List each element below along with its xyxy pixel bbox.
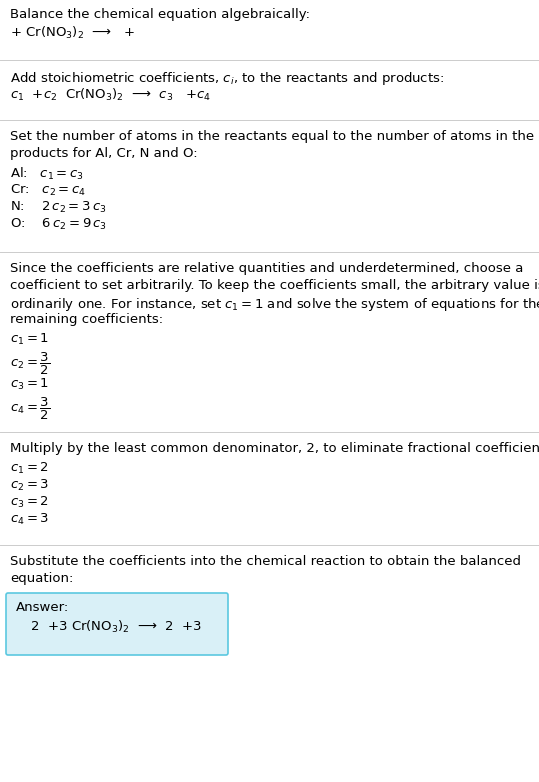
Text: products for Al, Cr, N and O:: products for Al, Cr, N and O: xyxy=(10,147,198,160)
Text: coefficient to set arbitrarily. To keep the coefficients small, the arbitrary va: coefficient to set arbitrarily. To keep … xyxy=(10,279,539,292)
FancyBboxPatch shape xyxy=(6,593,228,655)
Text: $c_4 = \dfrac{3}{2}$: $c_4 = \dfrac{3}{2}$ xyxy=(10,396,50,422)
Text: N:    $2\,c_2 = 3\,c_3$: N: $2\,c_2 = 3\,c_3$ xyxy=(10,200,107,215)
Text: $c_2 = 3$: $c_2 = 3$ xyxy=(10,478,49,493)
Text: $c_1 = 2$: $c_1 = 2$ xyxy=(10,461,49,476)
Text: equation:: equation: xyxy=(10,572,73,585)
Text: $c_3 = 1$: $c_3 = 1$ xyxy=(10,377,49,392)
Text: Substitute the coefficients into the chemical reaction to obtain the balanced: Substitute the coefficients into the che… xyxy=(10,555,521,568)
Text: $c_1 = 1$: $c_1 = 1$ xyxy=(10,332,49,347)
Text: Since the coefficients are relative quantities and underdetermined, choose a: Since the coefficients are relative quan… xyxy=(10,262,523,275)
Text: O:    $6\,c_2 = 9\,c_3$: O: $6\,c_2 = 9\,c_3$ xyxy=(10,217,107,232)
Text: remaining coefficients:: remaining coefficients: xyxy=(10,313,163,326)
Text: $c_1$  +$c_2$  Cr(NO$_3$)$_2$  ⟶  $c_3$   +$c_4$: $c_1$ +$c_2$ Cr(NO$_3$)$_2$ ⟶ $c_3$ +$c_… xyxy=(10,87,211,103)
Text: Multiply by the least common denominator, 2, to eliminate fractional coefficient: Multiply by the least common denominator… xyxy=(10,442,539,455)
Text: Balance the chemical equation algebraically:: Balance the chemical equation algebraica… xyxy=(10,8,310,21)
Text: ordinarily one. For instance, set $c_1 = 1$ and solve the system of equations fo: ordinarily one. For instance, set $c_1 =… xyxy=(10,296,539,313)
Text: $c_2 = \dfrac{3}{2}$: $c_2 = \dfrac{3}{2}$ xyxy=(10,351,50,377)
Text: Answer:: Answer: xyxy=(16,601,69,614)
Text: Al:   $c_1 = c_3$: Al: $c_1 = c_3$ xyxy=(10,166,84,182)
Text: 2  +3 Cr(NO$_3$)$_2$  ⟶  2  +3: 2 +3 Cr(NO$_3$)$_2$ ⟶ 2 +3 xyxy=(22,619,202,635)
Text: Cr:   $c_2 = c_4$: Cr: $c_2 = c_4$ xyxy=(10,183,86,198)
Text: + Cr(NO$_3$)$_2$  ⟶   +: + Cr(NO$_3$)$_2$ ⟶ + xyxy=(10,25,135,41)
Text: $c_4 = 3$: $c_4 = 3$ xyxy=(10,512,49,527)
Text: Set the number of atoms in the reactants equal to the number of atoms in the: Set the number of atoms in the reactants… xyxy=(10,130,534,143)
Text: Add stoichiometric coefficients, $c_i$, to the reactants and products:: Add stoichiometric coefficients, $c_i$, … xyxy=(10,70,444,87)
Text: $c_3 = 2$: $c_3 = 2$ xyxy=(10,495,49,510)
